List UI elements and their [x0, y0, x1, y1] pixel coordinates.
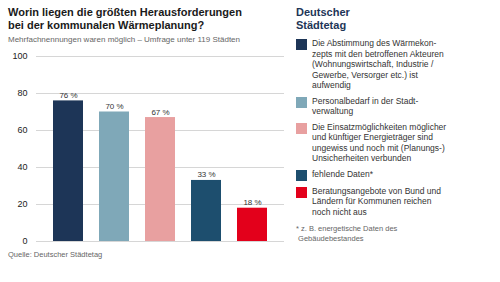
- html-text:bei der kommunalen Wärmeplanun: bei der kommunalen Wärmeplanung?: [8, 19, 205, 31]
- svg-text:40: 40: [17, 162, 27, 172]
- svg-text:76 %: 76 %: [59, 91, 77, 100]
- html-text:fehlende Daten*: fehlende Daten*: [312, 168, 373, 179]
- svg-text:0: 0: [22, 236, 27, 246]
- html-text:* z. B. energetische Daten des: * z. B. energetische Daten des Gebäudebe…: [296, 224, 398, 243]
- html-text:Mehrfachnennungen waren möglic: Mehrfachnennungen waren möglich – Umfrag…: [8, 35, 240, 44]
- html-text:Worin liegen die größten Herau: Worin liegen die größten Herausforderung…: [8, 6, 242, 18]
- svg-text:67 %: 67 %: [151, 108, 169, 117]
- svg-text:18 %: 18 %: [243, 198, 261, 207]
- svg-text:20: 20: [17, 199, 27, 209]
- svg-text:100: 100: [12, 51, 27, 61]
- svg-text:60: 60: [17, 125, 27, 135]
- html-text:Personalbedarf in der Stadt- v: Personalbedarf in der Stadt- verwaltung: [312, 95, 419, 116]
- svg-text:80: 80: [17, 88, 27, 98]
- html-text:Beratungsangebote von Bund und: Beratungsangebote von Bund und Ländern f…: [312, 185, 441, 217]
- html-text:Die Einsatzmöglichkeiten mögli: Die Einsatzmöglichkeiten möglicher und k…: [312, 121, 447, 163]
- html-text:Die Abstimmung des Wärmekon- z: Die Abstimmung des Wärmekon- zepts mit d…: [312, 38, 444, 90]
- html-text:Quelle: Deutscher Städtetag: Quelle: Deutscher Städtetag: [8, 250, 103, 259]
- html-text:Deutscher Städtetag: Deutscher Städtetag: [296, 6, 350, 31]
- svg-text:33 %: 33 %: [197, 170, 215, 179]
- svg-text:70 %: 70 %: [105, 102, 123, 111]
